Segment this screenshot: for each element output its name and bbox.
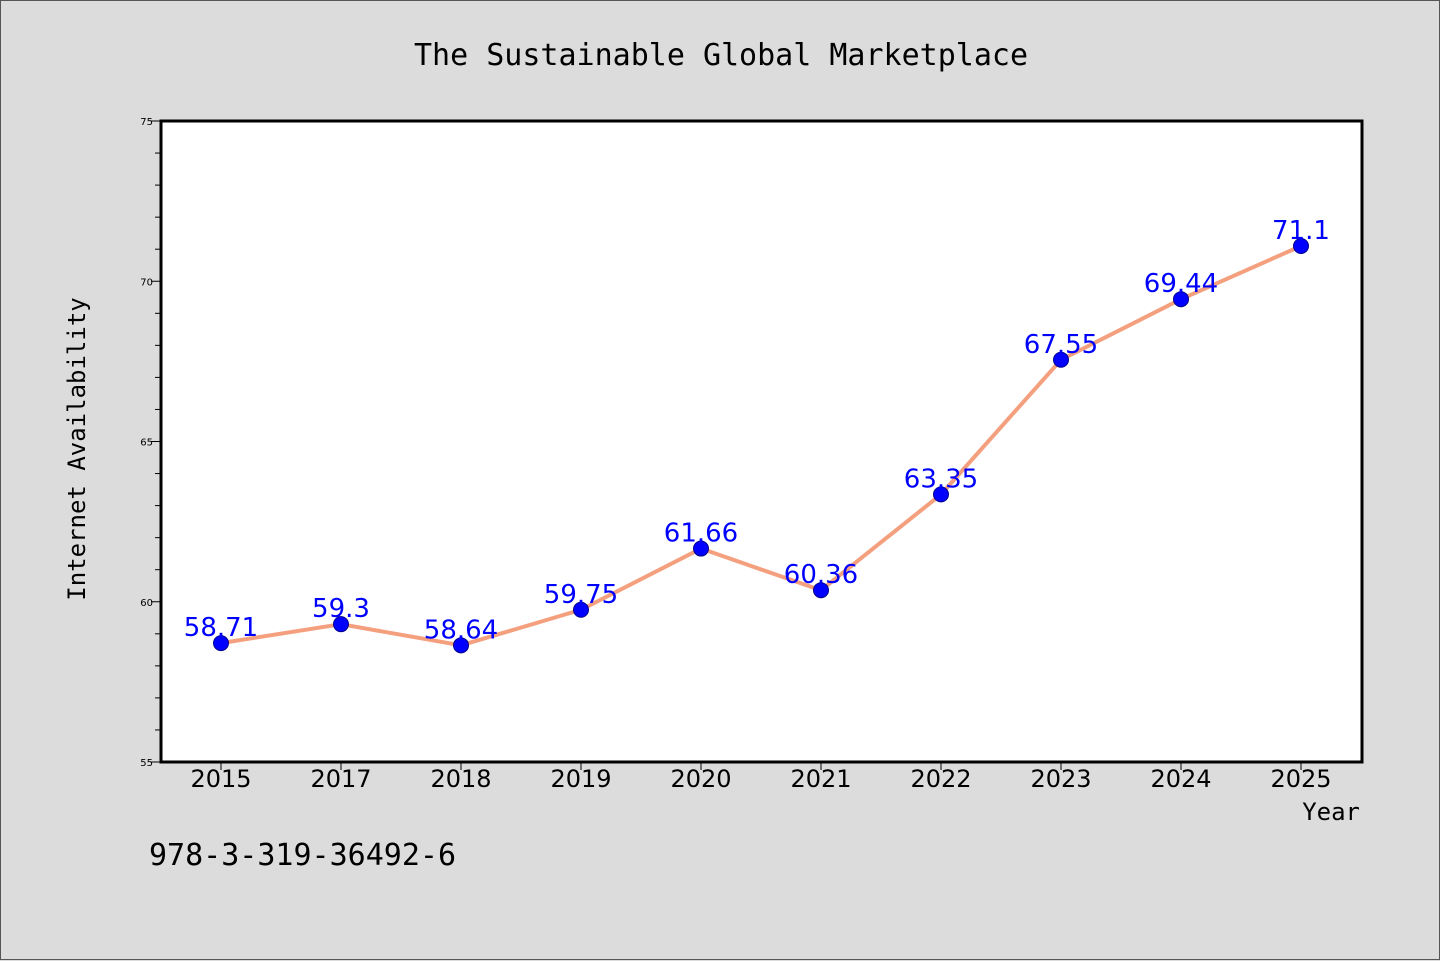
x-axis: 2015 2017 2018 2019 2020 2021 2022 2023 2024 2025 xyxy=(190,762,1332,793)
y-tick-label: 60 xyxy=(140,598,153,609)
x-tick-label: 2021 xyxy=(790,765,851,793)
y-tick-label: 75 xyxy=(140,117,153,128)
x-axis-label: Year xyxy=(1302,798,1360,826)
data-point xyxy=(1173,291,1189,308)
data-label: 58.64 xyxy=(424,615,498,645)
series-line xyxy=(220,244,1302,648)
data-label: 59.3 xyxy=(312,594,370,624)
data-label: 59.75 xyxy=(544,580,618,610)
data-point xyxy=(1293,237,1309,254)
data-point xyxy=(813,582,829,599)
data-label: 61.66 xyxy=(664,519,738,549)
data-point xyxy=(333,616,349,633)
series-line-group xyxy=(220,244,1302,648)
data-label: 60.36 xyxy=(784,560,858,590)
data-labels: 58.71 59.3 58.64 59.75 61.66 60.36 63.35 67.55 6… xyxy=(184,216,1330,645)
data-point xyxy=(1053,351,1069,368)
x-tick-label: 2020 xyxy=(670,765,731,793)
data-label: 67.55 xyxy=(1024,330,1098,360)
data-label: 63.35 xyxy=(904,464,978,494)
data-point xyxy=(213,635,229,652)
chart-title: The Sustainable Global Marketplace xyxy=(414,38,1028,73)
x-tick-label: 2024 xyxy=(1150,765,1211,793)
data-label: 71.1 xyxy=(1272,216,1330,246)
x-tick-label: 2023 xyxy=(1030,765,1091,793)
data-label: 58.71 xyxy=(184,613,258,643)
x-tick-label: 2022 xyxy=(910,765,971,793)
data-point xyxy=(693,540,709,557)
y-axis: 55 60 65 70 75 xyxy=(140,117,161,769)
y-tick-label: 70 xyxy=(140,277,153,288)
y-tick-label: 55 xyxy=(140,758,153,769)
x-tick-label: 2018 xyxy=(430,765,491,793)
x-tick-label: 2015 xyxy=(190,765,251,793)
data-label: 69.44 xyxy=(1144,269,1218,299)
isbn-text: 978-3-319-36492-6 xyxy=(149,838,456,873)
data-markers xyxy=(213,237,1309,654)
data-point xyxy=(573,601,589,618)
plot-area xyxy=(159,119,1364,764)
y-tick-label: 65 xyxy=(140,438,153,449)
x-tick-label: 2017 xyxy=(310,765,371,793)
data-point xyxy=(933,486,949,503)
data-point xyxy=(453,637,469,654)
x-tick-label: 2025 xyxy=(1270,765,1331,793)
x-tick-label: 2019 xyxy=(550,765,611,793)
y-axis-label: Internet Availability xyxy=(63,297,91,600)
